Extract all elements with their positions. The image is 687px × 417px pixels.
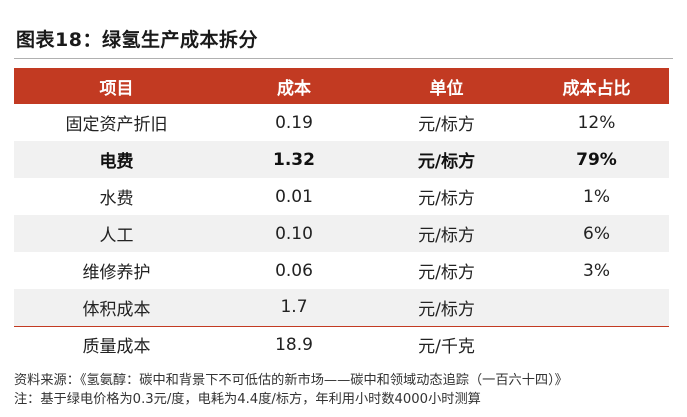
cell-share	[524, 326, 669, 363]
cell-unit: 元/标方	[369, 215, 524, 252]
table-row: 固定资产折旧 0.19 元/标方 12%	[14, 104, 669, 141]
cell-cost: 18.9	[275, 334, 313, 355]
cell-unit: 元/标方	[369, 141, 524, 178]
header-cost: 成本	[219, 68, 369, 104]
calculation-note: 注：基于绿电价格为0.3元/度，电耗为4.4度/标方，年利用小时数4000小时测…	[14, 392, 481, 407]
cell-item: 水费	[99, 189, 134, 209]
table-body: 固定资产折旧 0.19 元/标方 12% 电费 1.32 元/标方 79% 水费…	[14, 104, 669, 363]
table-row: 电费 1.32 元/标方 79%	[14, 141, 669, 178]
header-unit: 单位	[369, 68, 524, 104]
header-item: 项目	[14, 68, 219, 104]
cell-item: 固定资产折旧	[65, 115, 168, 135]
cell-unit: 元/标方	[418, 189, 475, 209]
cell-unit: 元/标方	[369, 289, 524, 327]
cell-share: 79%	[524, 141, 669, 178]
header-row: 项目 成本 单位 成本占比	[14, 68, 669, 104]
table-row: 人工 0.10 元/标方 6%	[14, 215, 669, 252]
cell-share: 1%	[583, 186, 610, 207]
cell-unit: 元/千克	[418, 337, 475, 358]
title-divider	[14, 58, 673, 59]
cell-cost: 0.06	[275, 260, 313, 281]
cell-cost: 0.19	[275, 112, 313, 133]
source-citation: 资料来源：《氢氨醇：碳中和背景下不可低估的新市场——碳中和领域动态追踪（一百六十…	[14, 373, 568, 388]
table-row: 水费 0.01 元/标方 1%	[14, 178, 669, 215]
cell-item: 体积成本	[14, 289, 219, 327]
table-row: 体积成本 1.7 元/标方	[14, 289, 669, 327]
footnotes: 资料来源：《氢氨醇：碳中和背景下不可低估的新市场——碳中和领域动态追踪（一百六十…	[14, 371, 568, 409]
cell-item: 质量成本	[82, 337, 151, 358]
cell-cost: 1.7	[219, 289, 369, 327]
cell-item: 电费	[14, 141, 219, 178]
cell-unit: 元/标方	[418, 263, 475, 283]
cell-cost: 0.01	[275, 186, 313, 207]
cell-item: 维修养护	[82, 263, 151, 283]
table-row: 维修养护 0.06 元/标方 3%	[14, 252, 669, 289]
cell-cost: 1.32	[219, 141, 369, 178]
cell-share: 6%	[524, 215, 669, 252]
figure-title: 图表18：绿氢生产成本拆分	[16, 29, 258, 51]
cell-share: 12%	[577, 112, 616, 133]
cost-breakdown-table: 项目 成本 单位 成本占比 固定资产折旧 0.19 元/标方 12% 电费 1.…	[14, 68, 669, 363]
cell-share: 3%	[583, 260, 610, 281]
header-share: 成本占比	[524, 68, 669, 104]
table-row: 质量成本 18.9 元/千克	[14, 326, 669, 363]
cell-item: 人工	[14, 215, 219, 252]
cell-cost: 0.10	[219, 215, 369, 252]
cell-share	[524, 289, 669, 327]
table-header: 项目 成本 单位 成本占比	[14, 68, 669, 104]
cell-unit: 元/标方	[418, 115, 475, 135]
